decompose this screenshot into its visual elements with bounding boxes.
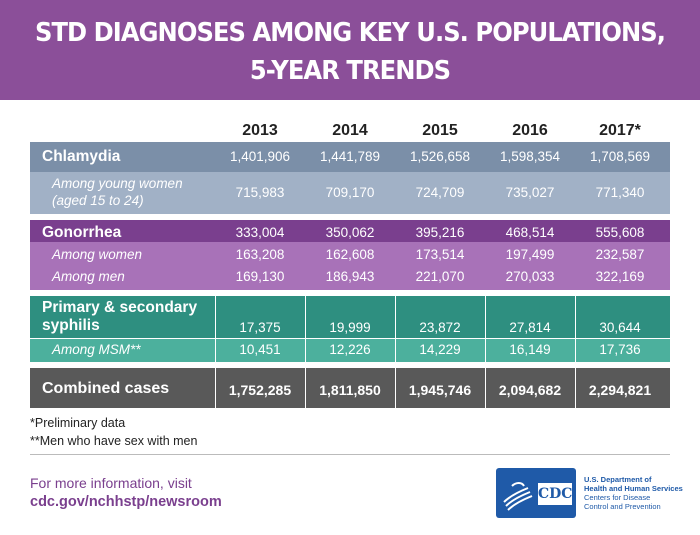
table-cell: 30,644	[599, 320, 641, 335]
table-row-syphilis: Primary & secondary syphilis 17,375 19,9…	[30, 290, 670, 338]
column-divider	[305, 296, 306, 338]
info-link[interactable]: cdc.gov/nchhstp/newsroom	[30, 494, 222, 510]
table-cell: 1,708,569	[589, 149, 651, 164]
table-cell: 1,598,354	[499, 149, 561, 164]
table-cell: 468,514	[505, 225, 555, 240]
table-row-gonorrhea: Gonorrhea 333,004 350,062 395,216 468,51…	[30, 214, 670, 242]
column-divider	[395, 368, 396, 408]
table-cell: 17,736	[599, 342, 641, 357]
table-cell: 1,752,285	[228, 382, 292, 398]
column-divider	[485, 339, 486, 362]
row-label: Gonorrhea	[42, 224, 122, 241]
table-cell: 12,226	[329, 342, 371, 357]
column-divider	[215, 368, 216, 408]
more-info: For more information, visit cdc.gov/nchh…	[30, 475, 222, 510]
table-cell: 724,709	[415, 185, 465, 200]
table-cell: 10,451	[239, 342, 281, 357]
table-cell: 322,169	[595, 269, 645, 284]
footnotes: *Preliminary data **Men who have sex wit…	[30, 414, 197, 450]
row-label-line2: syphilis	[42, 317, 100, 334]
cdc-logo: CDC	[496, 468, 576, 518]
table-cell: 16,149	[509, 342, 551, 357]
row-label: Among men	[52, 269, 125, 284]
year-header: 2016	[512, 122, 548, 139]
agency-line2: Health and Human Services	[584, 484, 683, 493]
row-label: Among women	[52, 247, 143, 262]
row-label: Combined cases	[42, 380, 170, 397]
table-cell: 2,294,821	[588, 382, 652, 398]
table-cell: 395,216	[415, 225, 465, 240]
table-cell: 735,027	[505, 185, 555, 200]
year-header: 2014	[332, 122, 368, 139]
row-label: Among MSM**	[52, 342, 141, 357]
table-cell: 221,070	[415, 269, 465, 284]
row-label-line1: Among young women	[52, 176, 183, 191]
table-cell: 1,526,658	[409, 149, 471, 164]
column-divider	[485, 296, 486, 338]
column-divider	[305, 368, 306, 408]
table-cell: 162,608	[325, 247, 375, 262]
table-row-chlamydia: Chlamydia 1,401,906 1,441,789 1,526,658 …	[30, 142, 670, 172]
info-text: For more information, visit	[30, 475, 192, 491]
table-cell: 197,499	[505, 247, 555, 262]
cdc-text: CDC	[538, 483, 572, 505]
table-cell: 14,229	[419, 342, 461, 357]
table-cell: 270,033	[505, 269, 555, 284]
column-divider	[485, 368, 486, 408]
table-cell: 232,587	[595, 247, 645, 262]
row-label-line1: Primary & secondary	[42, 299, 198, 316]
table-cell: 1,811,850	[319, 382, 381, 398]
column-divider	[575, 368, 576, 408]
divider	[30, 454, 670, 455]
table-cell: 19,999	[329, 320, 371, 335]
table-cell: 1,945,746	[408, 382, 472, 398]
agency-line1: U.S. Department of	[584, 475, 652, 484]
agency-name: U.S. Department of Health and Human Serv…	[584, 475, 694, 511]
column-divider	[395, 339, 396, 362]
std-table: Chlamydia 1,401,906 1,441,789 1,526,658 …	[30, 142, 670, 408]
table-cell: 709,170	[325, 185, 375, 200]
year-header: 2017*	[599, 122, 641, 139]
title-banner: STD DIAGNOSES AMONG KEY U.S. POPULATIONS…	[0, 0, 700, 100]
table-cell: 186,943	[325, 269, 375, 284]
column-divider	[215, 296, 216, 338]
row-label-line2: (aged 15 to 24)	[52, 193, 144, 208]
year-header: 2013	[242, 122, 278, 139]
row-label: Chlamydia	[42, 148, 121, 165]
agency-line4: Control and Prevention	[584, 502, 661, 511]
table-cell: 555,608	[595, 225, 645, 240]
table-cell: 17,375	[239, 320, 281, 335]
table-row-chlamydia-young-women: Among young women (aged 15 to 24) 715,98…	[30, 172, 670, 214]
table-cell: 350,062	[325, 225, 375, 240]
table-row-combined: Combined cases 1,752,285 1,811,850 1,945…	[30, 362, 670, 408]
hhs-eagle-icon	[503, 482, 533, 511]
table-cell: 173,514	[415, 247, 465, 262]
footnote-preliminary: *Preliminary data	[30, 416, 126, 430]
table-cell: 771,340	[595, 185, 645, 200]
table-cell: 27,814	[509, 320, 551, 335]
table-cell: 2,094,682	[498, 382, 562, 398]
table-cell: 169,130	[235, 269, 285, 284]
page-title-line1: STD DIAGNOSES AMONG KEY U.S. POPULATIONS…	[34, 18, 666, 48]
agency-line3: Centers for Disease	[584, 493, 651, 502]
column-divider	[395, 296, 396, 338]
table-row-gonorrhea-sub: Among women 163,208 162,608 173,514 197,…	[30, 242, 670, 290]
column-divider	[215, 339, 216, 362]
column-divider	[575, 339, 576, 362]
year-header-row: 2013 2014 2015 2016 2017*	[0, 116, 700, 144]
table-cell: 333,004	[235, 225, 285, 240]
table-cell: 23,872	[419, 320, 461, 335]
column-divider	[305, 339, 306, 362]
footnote-msm: **Men who have sex with men	[30, 434, 198, 448]
table-cell: 1,441,789	[319, 149, 381, 164]
page-title-line2: 5-YEAR TRENDS	[249, 56, 451, 86]
table-row-syphilis-msm: Among MSM** 10,451 12,226 14,229 16,149 …	[30, 338, 670, 362]
year-header: 2015	[422, 122, 458, 139]
table-cell: 715,983	[235, 185, 285, 200]
column-divider	[575, 296, 576, 338]
table-cell: 163,208	[235, 247, 285, 262]
table-cell: 1,401,906	[229, 149, 291, 164]
